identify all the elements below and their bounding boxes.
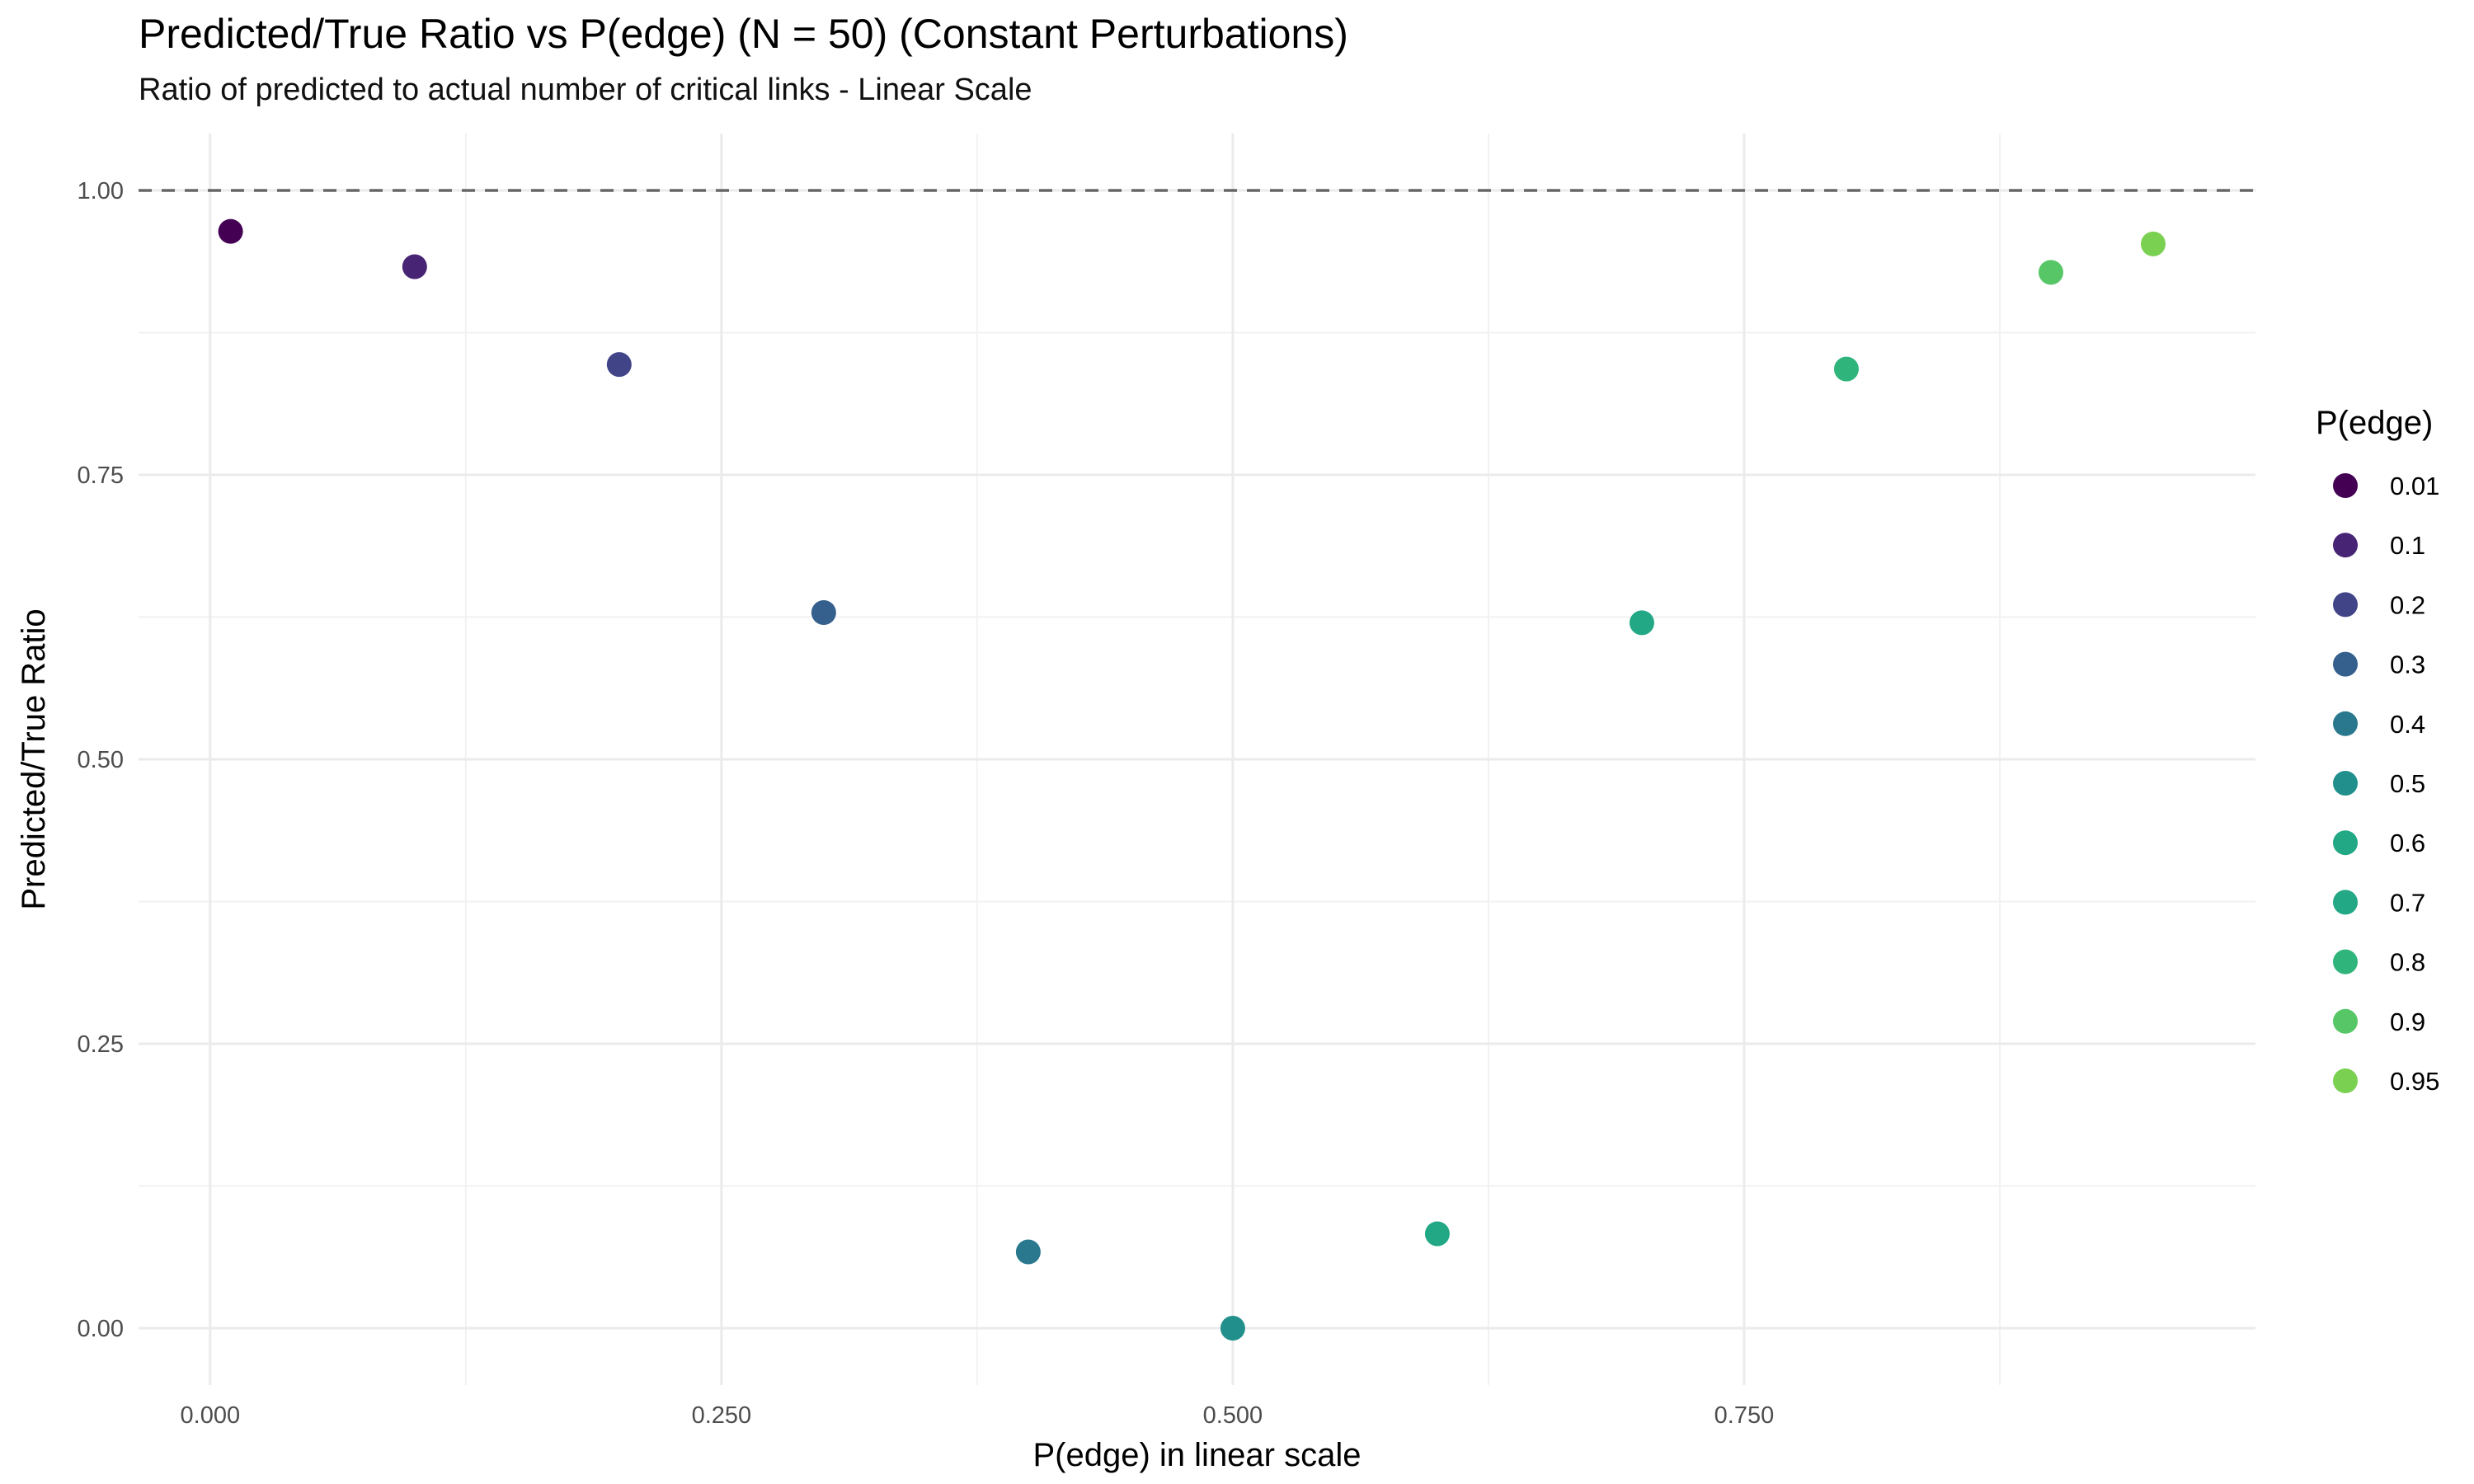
- data-point: [2038, 260, 2063, 285]
- data-point: [606, 352, 632, 378]
- data-point: [1833, 356, 1859, 382]
- legend-label: 0.1: [2390, 531, 2425, 560]
- legend-key: [2333, 592, 2358, 618]
- legend-key: [2333, 890, 2358, 915]
- y-tick-label: 0.50: [78, 747, 124, 773]
- x-tick-label: 0.500: [1203, 1402, 1263, 1429]
- legend-key: [2333, 651, 2358, 677]
- legend-key: [2333, 473, 2358, 498]
- legend-title: P(edge): [2316, 405, 2433, 441]
- legend-label: 0.3: [2390, 650, 2425, 679]
- legend-key: [2333, 830, 2358, 856]
- legend-label: 0.95: [2390, 1067, 2439, 1096]
- data-point: [811, 599, 836, 625]
- legend-label: 0.01: [2390, 472, 2439, 500]
- data-point: [218, 218, 243, 244]
- legend-label: 0.8: [2390, 948, 2425, 977]
- legend-key: [2333, 711, 2358, 736]
- legend-key: [2333, 1068, 2358, 1093]
- data-point: [2140, 231, 2166, 256]
- y-tick-label: 0.25: [78, 1031, 124, 1058]
- legend-key: [2333, 771, 2358, 796]
- y-tick-label: 0.00: [78, 1316, 124, 1342]
- legend-label: 0.9: [2390, 1007, 2425, 1036]
- chart-title: Predicted/True Ratio vs P(edge) (N = 50)…: [139, 11, 1348, 57]
- legend-label: 0.5: [2390, 769, 2425, 798]
- legend-key: [2333, 533, 2358, 558]
- legend-key: [2333, 949, 2358, 974]
- data-point: [402, 254, 427, 279]
- chart-subtitle: Ratio of predicted to actual number of c…: [139, 73, 1032, 107]
- x-tick-label: 0.750: [1714, 1402, 1775, 1429]
- data-point: [1220, 1316, 1245, 1341]
- x-tick-label: 0.250: [692, 1402, 752, 1429]
- data-point: [1424, 1221, 1450, 1247]
- data-point: [1629, 610, 1654, 636]
- legend-label: 0.2: [2390, 590, 2425, 619]
- y-tick-label: 1.00: [78, 178, 124, 204]
- data-point: [1015, 1239, 1041, 1265]
- legend-key: [2333, 1008, 2358, 1034]
- legend-label: 0.4: [2390, 710, 2425, 739]
- x-tick-label: 0.000: [181, 1402, 241, 1429]
- y-axis-title: Predicted/True Ratio: [16, 608, 52, 909]
- legend-label: 0.7: [2390, 888, 2425, 917]
- legend-label: 0.6: [2390, 829, 2425, 857]
- x-axis-title: P(edge) in linear scale: [1033, 1437, 1362, 1473]
- y-tick-label: 0.75: [78, 463, 124, 489]
